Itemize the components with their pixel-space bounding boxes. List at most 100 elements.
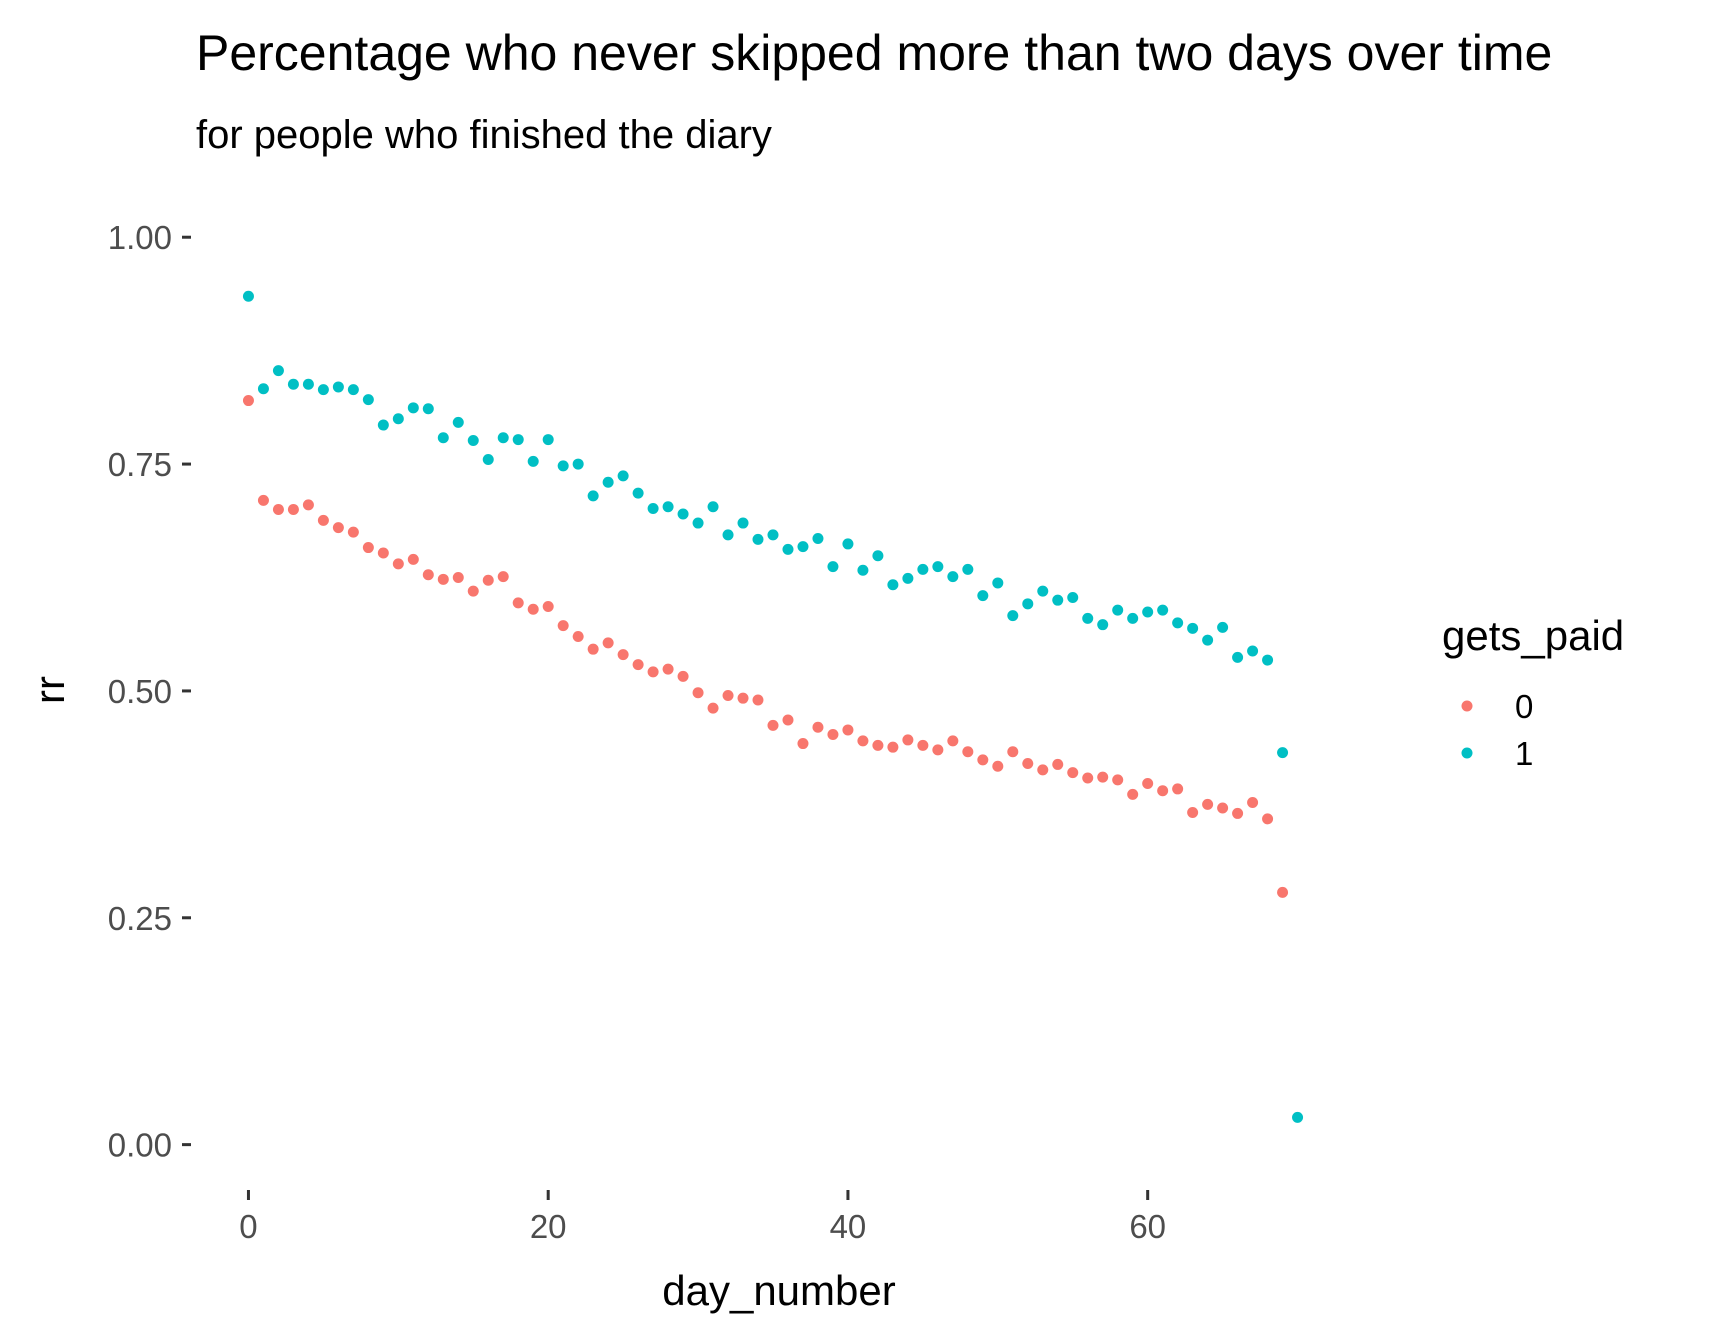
data-point-series-1 — [467, 434, 479, 446]
data-point-series-0 — [722, 689, 734, 701]
data-point-series-0 — [452, 572, 464, 583]
data-point-series-0 — [692, 687, 704, 699]
data-point-series-0 — [332, 522, 344, 534]
y-axis-label: rr — [26, 676, 73, 704]
data-point-series-0 — [767, 719, 779, 731]
data-point-series-1 — [497, 432, 509, 444]
x-tick-label: 40 — [830, 1208, 867, 1245]
data-point-series-1 — [527, 455, 539, 467]
data-point-series-1 — [797, 541, 809, 553]
data-point-series-1 — [662, 501, 674, 513]
data-point-series-1 — [1142, 606, 1154, 618]
data-point-series-0 — [497, 571, 509, 583]
data-point-series-0 — [1277, 886, 1289, 898]
data-point-series-1 — [752, 533, 764, 545]
y-tick-label: 1.00 — [108, 219, 172, 256]
data-point-series-1 — [1232, 651, 1244, 663]
data-point-series-1 — [782, 543, 794, 555]
data-point-series-1 — [707, 501, 719, 513]
data-point-series-0 — [737, 692, 749, 704]
data-point-series-0 — [1082, 772, 1094, 784]
data-point-series-1 — [1247, 645, 1259, 657]
data-point-series-0 — [257, 494, 269, 506]
legend-title: gets_paid — [1442, 612, 1624, 659]
data-point-series-1 — [932, 561, 944, 573]
data-point-series-0 — [977, 754, 989, 766]
data-point-series-1 — [272, 365, 284, 377]
data-point-series-0 — [812, 721, 824, 733]
data-point-series-0 — [677, 670, 689, 682]
data-point-series-0 — [542, 601, 554, 613]
data-point-series-0 — [632, 659, 644, 671]
data-point-series-0 — [647, 666, 659, 678]
data-point-series-0 — [242, 395, 254, 407]
data-point-series-0 — [347, 526, 359, 538]
y-tick-label: 0.25 — [108, 900, 172, 937]
data-point-series-0 — [437, 573, 449, 585]
data-point-series-0 — [392, 558, 404, 570]
data-point-series-1 — [392, 413, 404, 425]
data-point-series-0 — [362, 542, 374, 554]
data-point-series-1 — [407, 402, 419, 414]
data-point-series-1 — [992, 577, 1004, 589]
data-point-series-1 — [1082, 612, 1094, 624]
data-point-series-1 — [1022, 598, 1034, 610]
x-tick-label: 60 — [1129, 1208, 1166, 1245]
x-tick-label: 20 — [530, 1208, 567, 1245]
data-point-series-1 — [857, 564, 869, 576]
data-point-series-0 — [512, 597, 524, 609]
data-point-series-1 — [647, 503, 659, 515]
data-point-series-0 — [947, 735, 959, 747]
legend-key-1 — [1461, 747, 1473, 759]
legend-label-0: 0 — [1515, 688, 1533, 725]
data-point-series-1 — [977, 590, 989, 602]
data-point-series-0 — [1007, 746, 1019, 758]
data-point-series-0 — [1172, 783, 1184, 795]
legend-label-1: 1 — [1515, 735, 1533, 772]
data-point-series-0 — [1262, 813, 1274, 825]
data-point-series-1 — [767, 529, 779, 541]
data-point-series-0 — [617, 649, 629, 661]
data-point-series-1 — [287, 378, 299, 390]
data-point-series-0 — [662, 663, 674, 675]
data-point-series-1 — [1277, 747, 1289, 759]
data-point-series-1 — [332, 381, 344, 393]
data-point-series-1 — [1292, 1111, 1304, 1123]
data-point-series-1 — [1052, 594, 1064, 606]
data-point-series-1 — [362, 394, 374, 406]
data-point-series-0 — [842, 724, 854, 736]
data-point-series-0 — [422, 569, 434, 581]
data-point-series-1 — [452, 416, 464, 428]
data-point-series-1 — [422, 403, 434, 415]
data-point-series-0 — [377, 547, 389, 559]
data-point-series-0 — [527, 603, 539, 615]
data-point-series-1 — [677, 508, 689, 520]
y-tick-label: 0.50 — [108, 673, 172, 710]
data-points — [242, 290, 1304, 1123]
data-point-series-0 — [1142, 777, 1154, 789]
data-point-series-0 — [1067, 767, 1079, 779]
legend: gets_paid 0 1 — [1442, 612, 1624, 772]
data-point-series-1 — [1202, 634, 1214, 646]
data-point-series-1 — [542, 434, 554, 446]
data-point-series-1 — [1127, 612, 1139, 624]
data-point-series-1 — [947, 571, 959, 583]
x-tick-label: 0 — [239, 1208, 257, 1245]
data-point-series-1 — [347, 384, 359, 396]
data-point-series-1 — [1097, 619, 1109, 631]
data-point-series-1 — [632, 487, 644, 499]
data-point-series-0 — [932, 744, 944, 756]
y-axis: 0.00 0.25 0.50 0.75 1.00 — [108, 219, 191, 1164]
data-point-series-0 — [917, 739, 929, 751]
data-point-series-0 — [782, 714, 794, 726]
data-point-series-0 — [482, 574, 494, 586]
data-point-series-0 — [707, 702, 719, 714]
y-tick-label: 0.75 — [108, 446, 172, 483]
chart-title: Percentage who never skipped more than t… — [196, 25, 1552, 81]
data-point-series-0 — [797, 738, 809, 750]
data-point-series-1 — [1037, 585, 1049, 597]
x-axis-label: day_number — [662, 1267, 895, 1314]
data-point-series-0 — [287, 503, 299, 515]
data-point-series-0 — [1232, 807, 1244, 819]
